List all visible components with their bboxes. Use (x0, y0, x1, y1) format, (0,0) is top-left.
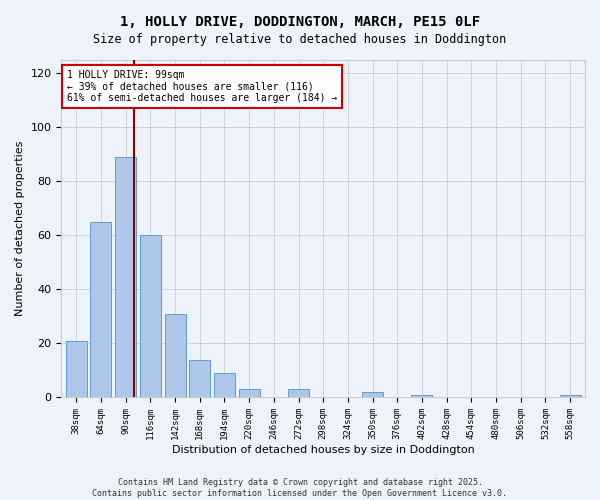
Bar (362, 392, 383, 398)
Text: 1 HOLLY DRIVE: 99sqm
← 39% of detached houses are smaller (116)
61% of semi-deta: 1 HOLLY DRIVE: 99sqm ← 39% of detached h… (67, 70, 337, 103)
Bar (288, 390, 309, 398)
Bar (239, 390, 260, 398)
X-axis label: Distribution of detached houses by size in Doddington: Distribution of detached houses by size … (172, 445, 475, 455)
Text: Contains HM Land Registry data © Crown copyright and database right 2025.
Contai: Contains HM Land Registry data © Crown c… (92, 478, 508, 498)
Bar (164, 314, 185, 398)
Bar (66, 341, 87, 398)
Bar (560, 395, 581, 398)
Bar (115, 157, 136, 398)
Bar (91, 222, 112, 398)
Bar (140, 236, 161, 398)
Text: Size of property relative to detached houses in Doddington: Size of property relative to detached ho… (94, 32, 506, 46)
Bar (412, 395, 433, 398)
Text: 1, HOLLY DRIVE, DODDINGTON, MARCH, PE15 0LF: 1, HOLLY DRIVE, DODDINGTON, MARCH, PE15 … (120, 15, 480, 29)
Y-axis label: Number of detached properties: Number of detached properties (15, 141, 25, 316)
Bar (189, 360, 210, 398)
Bar (214, 373, 235, 398)
